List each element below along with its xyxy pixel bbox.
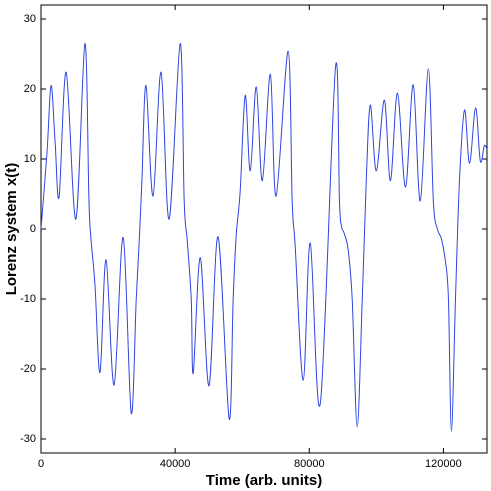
- y-tick-label: -10: [20, 293, 36, 305]
- y-tick-label: 0: [30, 223, 36, 235]
- y-tick-label: 20: [24, 83, 36, 95]
- x-tick-label: 120000: [425, 458, 462, 470]
- x-tick-label: 0: [38, 458, 44, 470]
- y-tick-label: 10: [24, 153, 36, 165]
- x-axis-label: Time (arb. units): [206, 472, 322, 489]
- data-line: [40, 42, 488, 432]
- y-tick-label: -30: [20, 433, 36, 445]
- x-tick-label: 80000: [294, 458, 325, 470]
- plot-frame: [40, 4, 488, 454]
- y-axis-label: Lorenz system x(t): [3, 163, 20, 296]
- y-tick-label: -20: [20, 363, 36, 375]
- x-tick-label: 40000: [160, 458, 191, 470]
- y-tick-label: 30: [24, 13, 36, 25]
